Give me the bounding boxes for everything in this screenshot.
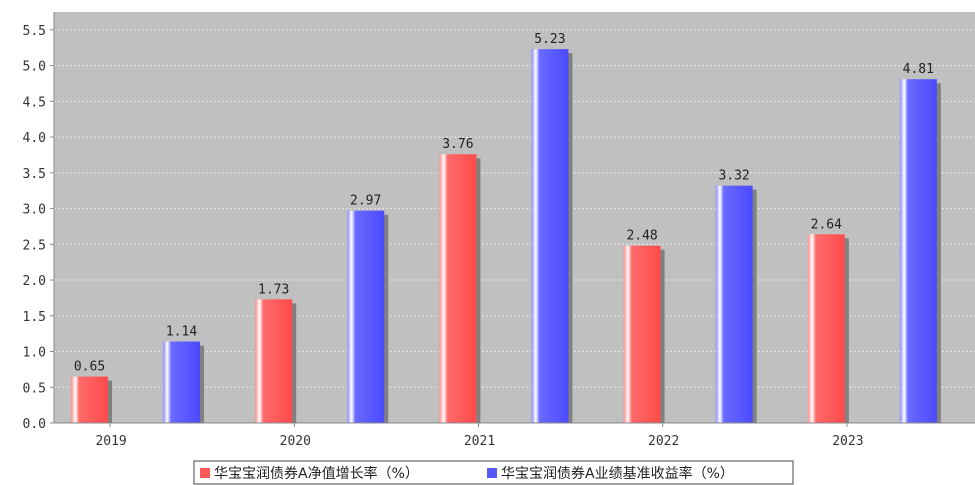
bar-series-1-2020 [255,299,293,423]
y-tick-label: 3.0 [23,203,46,218]
x-tick-label: 2023 [832,434,863,449]
y-tick-label: 0.5 [23,381,46,396]
bars [71,49,941,423]
bar-series-2-2023 [899,79,937,423]
bar-series-2-2022 [715,185,753,423]
y-tick-label: 2.0 [23,274,46,289]
bar-series-2-2020 [347,210,385,423]
bar-series-2-2019 [163,341,200,423]
y-tick-label: 3.5 [23,167,46,182]
y-tick-label: 1.5 [23,310,46,325]
y-tick-label: 1.0 [23,346,46,361]
legend-swatch-series-2 [487,468,497,478]
legend-label-series-1: 华宝宝润债券A净值增长率（%） [214,465,419,482]
value-label: 1.14 [166,325,197,340]
legend: 华宝宝润债券A净值增长率（%） 华宝宝润债券A业绩基准收益率（%） [193,460,794,485]
y-tick-label: 5.5 [23,24,46,39]
value-label: 5.23 [534,32,565,47]
value-label: 2.64 [811,217,842,232]
y-axis-ticks: 0.0 0.5 1.0 1.5 2.0 2.5 3.0 3.5 4.0 4.5 5.0 5.5 [23,24,54,432]
value-label: 3.76 [442,137,473,152]
legend-label-series-2: 华宝宝润债券A业绩基准收益率（%） [501,465,734,482]
x-tick-label: 2020 [280,434,311,449]
value-label: 1.73 [258,282,289,297]
grid-lines [54,29,975,388]
y-tick-label: 4.5 [23,95,46,110]
value-labels: 0.65 1.14 1.73 2.97 3.76 5.23 2.48 3.32 2.64 4.81 [74,32,934,374]
value-label: 2.48 [626,229,657,244]
y-tick-label: 2.5 [23,238,46,253]
bar-series-1-2022 [623,245,661,423]
x-axis-ticks: 2019 2020 2021 2022 2023 [95,423,864,449]
bar-series-2-2021 [531,49,569,423]
x-tick-label: 2021 [464,434,495,449]
value-label: 2.97 [350,194,381,209]
legend-swatch-series-1 [200,468,210,478]
bar-series-1-2019 [71,376,108,423]
y-tick-label: 4.0 [23,131,46,146]
value-label: 0.65 [74,360,105,375]
bar-series-1-2021 [439,154,477,423]
bar-series-1-2023 [807,234,845,423]
value-label: 3.32 [718,169,749,184]
y-tick-label: 5.0 [23,60,46,75]
y-tick-label: 0.0 [23,417,46,432]
x-tick-label: 2022 [648,434,679,449]
x-tick-label: 2019 [95,434,126,449]
value-label: 4.81 [903,62,934,77]
